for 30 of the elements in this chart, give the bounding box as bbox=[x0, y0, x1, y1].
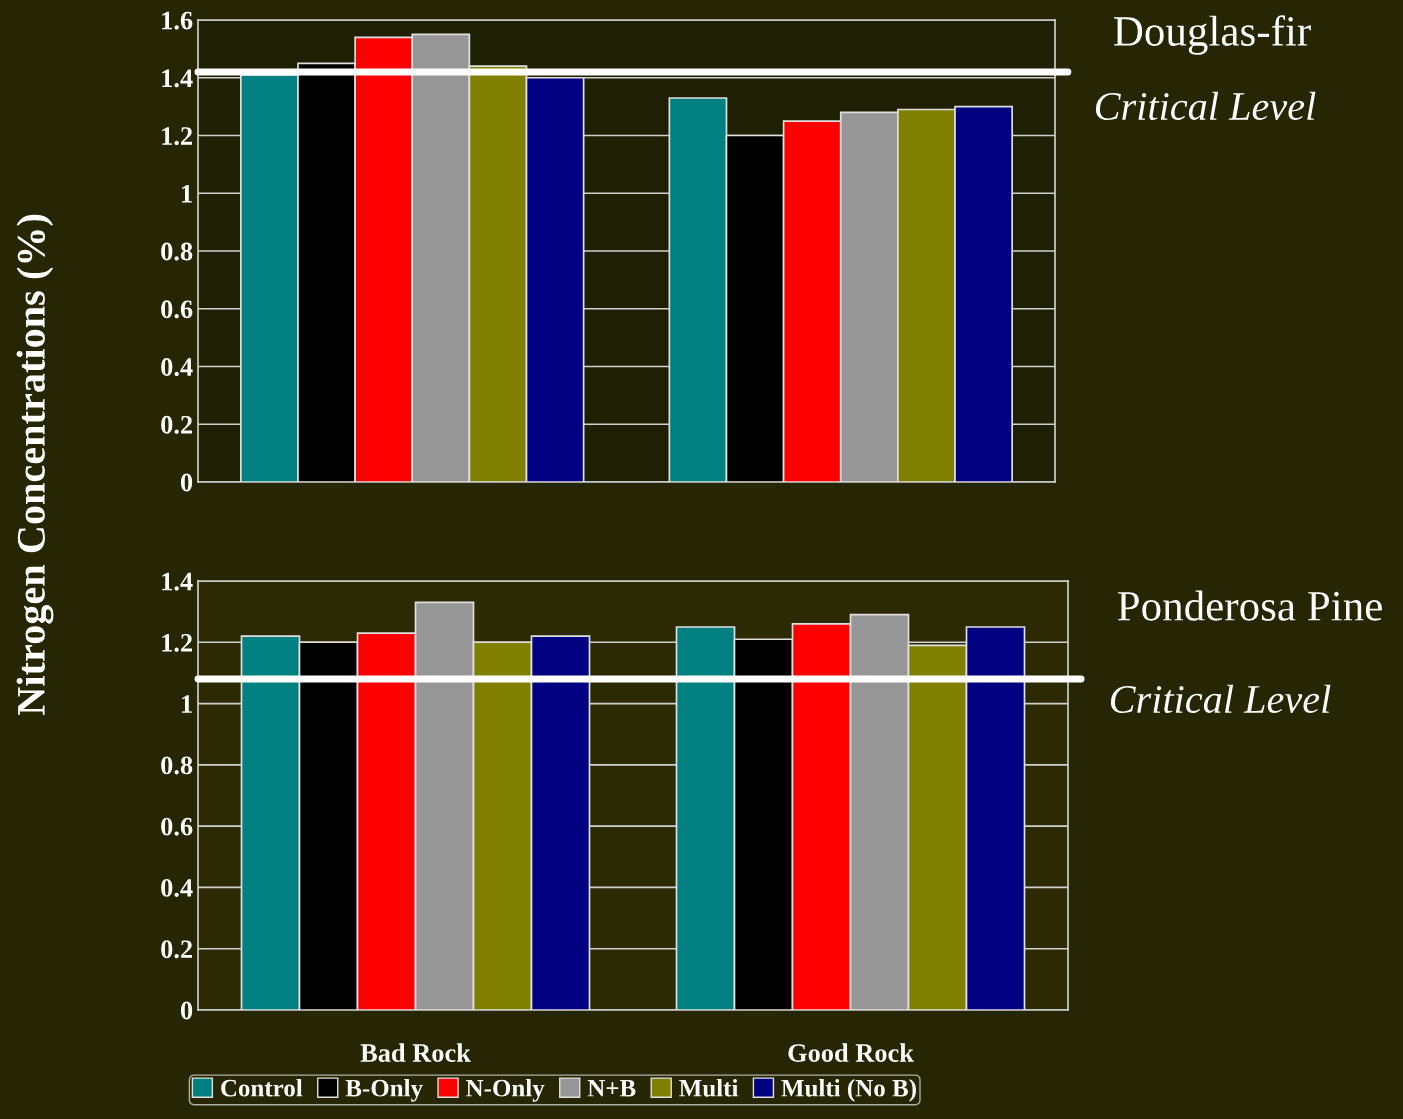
y-tick-label: 0 bbox=[180, 473, 193, 492]
y-tick-label: 0.4 bbox=[161, 879, 193, 897]
x-tick-label: Good Rock bbox=[788, 1043, 914, 1062]
y-tick-label: 1.6 bbox=[162, 11, 193, 30]
legend-label: N-Only bbox=[466, 1079, 545, 1102]
y-tick-label: 0.8 bbox=[161, 756, 193, 775]
ref-line-label: Critical Level bbox=[1110, 684, 1331, 714]
ref-line-label: Critical Level bbox=[1095, 91, 1316, 121]
x-tick-label: Bad Rock bbox=[360, 1043, 471, 1062]
y-tick-label: 1.2 bbox=[162, 127, 193, 146]
y-tick-label: 0.4 bbox=[161, 358, 193, 377]
text: Douglas-fir bbox=[1114, 15, 1311, 55]
legend-label: Multi bbox=[679, 1079, 739, 1097]
y-tick-label: 1.4 bbox=[162, 69, 193, 88]
y-tick-label: 0.6 bbox=[161, 817, 193, 836]
y-tick-label: 0.6 bbox=[161, 300, 193, 319]
legend-label: Multi (No B) bbox=[781, 1079, 916, 1102]
y-axis-title: Nitrogen Concentrations (%) bbox=[16, 214, 54, 715]
legend-label: B-Only bbox=[345, 1079, 423, 1102]
y-tick-label: 0.2 bbox=[161, 415, 193, 434]
y-tick-label: 1 bbox=[182, 184, 192, 203]
y-tick-label: 1 bbox=[182, 695, 192, 713]
legend-label: Control bbox=[221, 1079, 303, 1097]
y-tick-label: 0.8 bbox=[161, 242, 193, 261]
y-tick-label: 0 bbox=[180, 1001, 193, 1020]
y-tick-label: 0.2 bbox=[161, 940, 193, 959]
text: Ponderosa Pine bbox=[1117, 590, 1382, 621]
y-tick-label: 1.4 bbox=[162, 572, 193, 591]
legend-label: N+B bbox=[587, 1079, 636, 1097]
y-tick-label: 1.2 bbox=[162, 633, 193, 652]
